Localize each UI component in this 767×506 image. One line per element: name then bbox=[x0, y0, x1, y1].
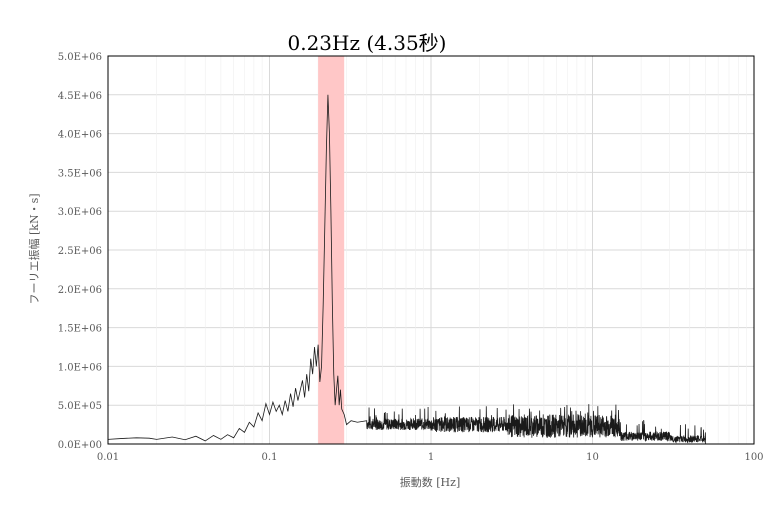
x-tick-label: 10 bbox=[586, 452, 599, 463]
gridlines bbox=[108, 55, 754, 444]
y-tick-label: 5.0E+06 bbox=[58, 52, 102, 63]
plot-series bbox=[107, 94, 707, 445]
y-axis-label: フーリエ振幅 [kN・s] bbox=[27, 193, 41, 304]
plot-frame bbox=[107, 55, 755, 445]
y-tick-label: 4.0E+06 bbox=[58, 130, 102, 141]
y-tick-label: 3.5E+06 bbox=[58, 168, 102, 179]
x-tick-label: 0.1 bbox=[262, 452, 278, 463]
x-tick-label: 0.01 bbox=[97, 452, 119, 463]
y-tick-label: 3.0E+06 bbox=[58, 207, 102, 218]
y-tick-label: 1.0E+06 bbox=[58, 362, 102, 373]
y-tick-label: 5.0E+05 bbox=[58, 401, 102, 412]
x-tick-label: 100 bbox=[744, 452, 763, 463]
y-axis-ticks: 0.0E+00 5.0E+05 1.0E+06 1.5E+06 2.0E+06 2.5E+… bbox=[58, 52, 102, 451]
y-tick-label: 4.5E+06 bbox=[58, 91, 102, 102]
fourier-amplitude-line bbox=[107, 94, 707, 445]
y-tick-label: 2.0E+06 bbox=[58, 285, 102, 296]
x-axis-label: 振動数 [Hz] bbox=[400, 475, 460, 489]
x-axis-ticks: 0.01 0.1 1 10 100 bbox=[97, 452, 764, 463]
chart-title: 0.23Hz (4.35秒) bbox=[287, 31, 446, 55]
x-tick-label: 1 bbox=[428, 452, 434, 463]
y-tick-label: 1.5E+06 bbox=[58, 324, 102, 335]
y-tick-label: 2.5E+06 bbox=[58, 246, 102, 257]
y-tick-label: 0.0E+00 bbox=[58, 440, 102, 451]
